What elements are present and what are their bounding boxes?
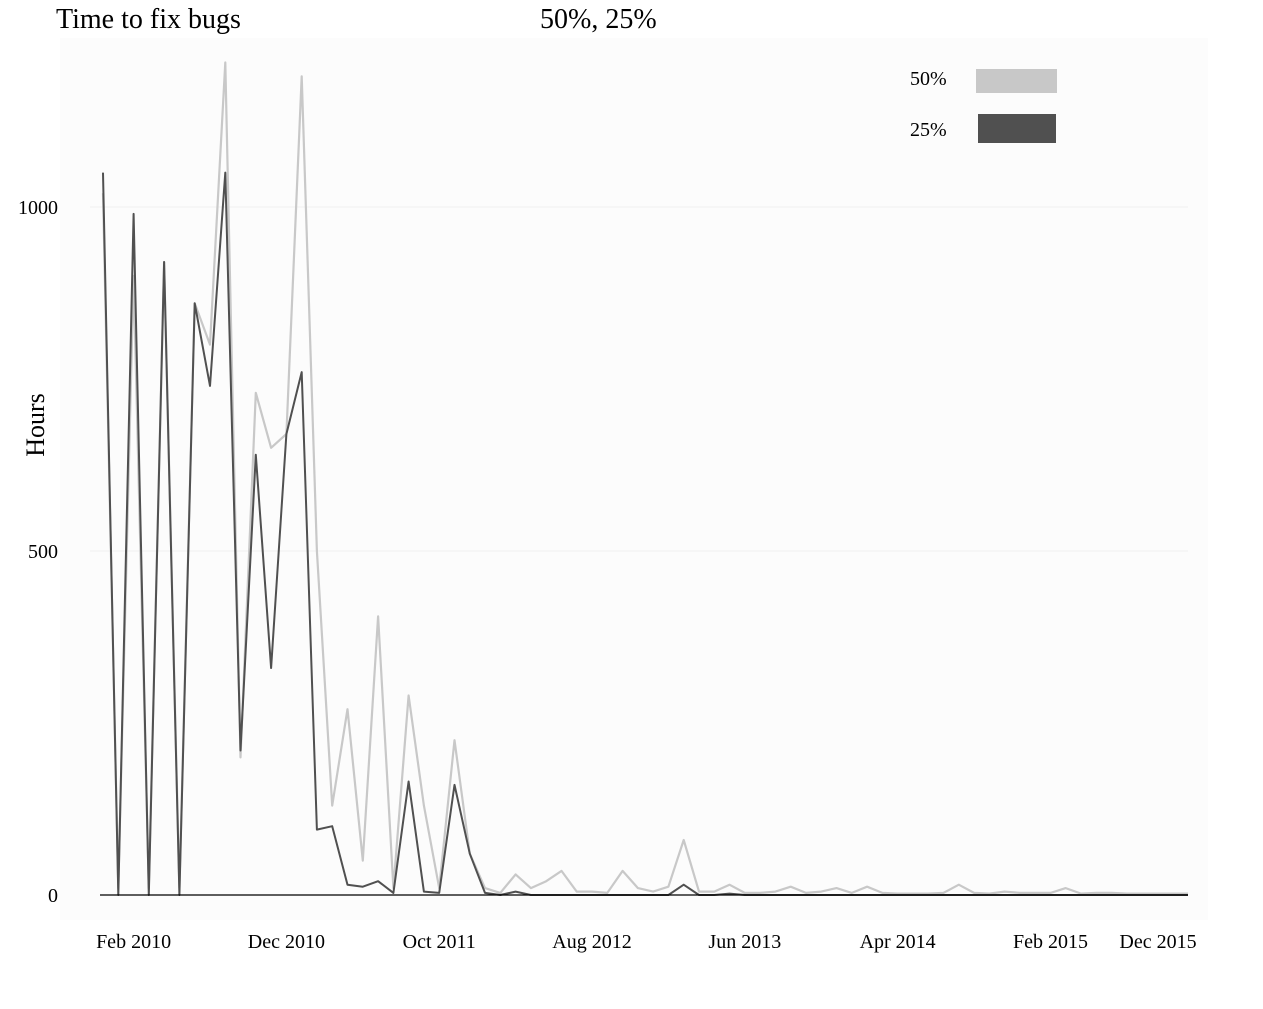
grid <box>90 206 1188 552</box>
y-axis: 0 500 1000 <box>18 197 58 907</box>
legend-swatch-50 <box>976 69 1057 93</box>
x-tick-label: Apr 2014 <box>860 931 936 953</box>
y-axis-label: Hours <box>21 393 50 457</box>
legend-label-50: 50% <box>910 68 947 90</box>
x-tick-label: Aug 2012 <box>552 931 631 953</box>
y-tick-label: 1000 <box>18 197 58 219</box>
y-tick-label: 500 <box>28 541 58 563</box>
x-tick-label: Feb 2015 <box>1013 931 1088 953</box>
y-tick-label: 0 <box>48 885 58 907</box>
x-tick-label: Dec 2015 <box>1119 931 1196 953</box>
x-tick-label: Jun 2013 <box>708 931 781 953</box>
legend-swatch-25 <box>978 114 1056 143</box>
chart-subtitle: 50%, 25% <box>540 4 657 35</box>
chart-title: Time to fix bugs <box>56 4 241 35</box>
x-axis: Feb 2010 Dec 2010 Oct 2011 Aug 2012 Jun 2013… <box>96 931 1197 953</box>
legend: 50% 25% <box>910 68 1057 143</box>
x-tick-label: Feb 2010 <box>96 931 171 953</box>
legend-label-25: 25% <box>910 119 947 141</box>
x-tick-label: Dec 2010 <box>248 931 325 953</box>
series-line-50pct <box>101 61 1188 895</box>
x-tick-label: Oct 2011 <box>403 931 476 953</box>
plot-background <box>60 38 1208 920</box>
